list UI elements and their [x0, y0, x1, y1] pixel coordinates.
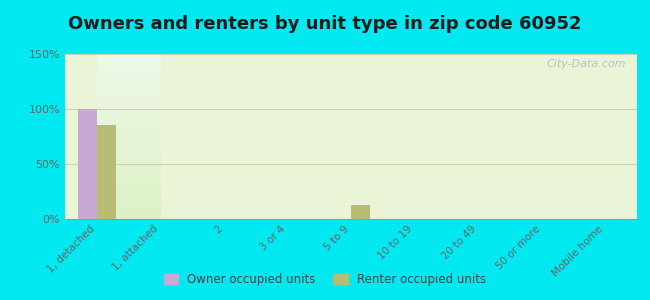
Text: City-Data.com: City-Data.com: [546, 59, 625, 69]
Bar: [78, 109, 97, 219]
Bar: [97, 125, 116, 219]
Bar: [351, 205, 370, 219]
Legend: Owner occupied units, Renter occupied units: Owner occupied units, Renter occupied un…: [159, 269, 491, 291]
Text: Owners and renters by unit type in zip code 60952: Owners and renters by unit type in zip c…: [68, 15, 582, 33]
